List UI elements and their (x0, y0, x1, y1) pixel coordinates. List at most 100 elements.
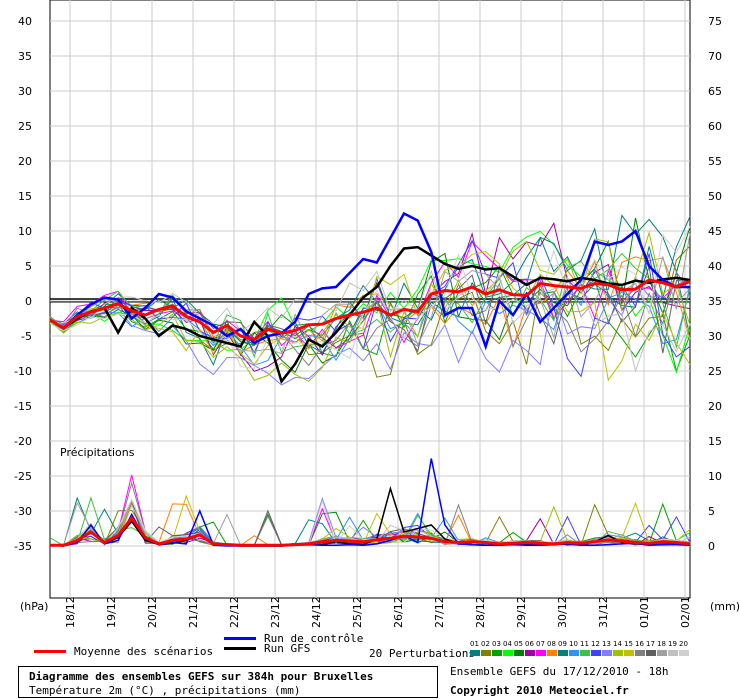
legend-perturbations-label: 20 Perturbations (369, 647, 475, 660)
left-tick-label: 30 (18, 85, 32, 98)
perturbation-number-04: 04 (503, 640, 512, 648)
left-tick-label: 25 (18, 120, 32, 133)
left-tick-label: -30 (14, 505, 32, 518)
right-tick-label: 20 (708, 400, 722, 413)
perturbation-swatch-14 (613, 650, 623, 656)
left-tick-label: -20 (14, 435, 32, 448)
legend-gfs-swatch (224, 647, 256, 650)
chart-info-box: Diagramme des ensembles GEFS sur 384h po… (18, 666, 438, 698)
perturbation-swatch-10 (569, 650, 579, 656)
temp-series-line (49, 245, 691, 385)
right-tick-label: 75 (708, 15, 722, 28)
left-tick-label: 40 (18, 15, 32, 28)
left-tick-label: 5 (25, 260, 32, 273)
x-tick-label: 26/12 (392, 596, 405, 628)
left-tick-label: -10 (14, 365, 32, 378)
left-tick-label: 35 (18, 50, 32, 63)
x-tick-label: 30/12 (556, 596, 569, 628)
x-tick-label: 21/12 (187, 596, 200, 628)
perturbation-swatch-19 (668, 650, 678, 656)
perturbation-number-20: 20 (679, 640, 688, 648)
right-tick-label: 40 (708, 260, 722, 273)
temp-member-14-line (49, 230, 691, 382)
x-tick-label: 22/12 (228, 596, 241, 628)
right-tick-label: 10 (708, 470, 722, 483)
right-tick-label: 45 (708, 225, 722, 238)
perturbation-swatch-17 (646, 650, 656, 656)
x-tick-label: 31/12 (597, 596, 610, 628)
perturbation-number-02: 02 (481, 640, 490, 648)
left-tick-label: -35 (14, 540, 32, 553)
x-tick-label: 18/12 (64, 596, 77, 628)
temp-member-19-line (49, 269, 691, 373)
perturbation-number-11: 11 (580, 640, 589, 648)
perturbation-number-09: 09 (558, 640, 567, 648)
x-tick-label: 20/12 (146, 596, 159, 628)
perturbation-swatch-15 (624, 650, 634, 656)
perturbation-number-19: 19 (668, 640, 677, 648)
perturbation-number-01: 01 (470, 640, 479, 648)
right-tick-label: 30 (708, 330, 722, 343)
right-tick-label: 25 (708, 365, 722, 378)
perturbation-number-16: 16 (635, 640, 644, 648)
left-tick-label: 15 (18, 190, 32, 203)
perturbation-swatch-09 (558, 650, 568, 656)
chart-subtitle: Température 2m (°C) , précipitations (mm… (29, 684, 301, 697)
perturbation-number-13: 13 (602, 640, 611, 648)
perturbation-number-12: 12 (591, 640, 600, 648)
left-tick-label: -5 (21, 330, 32, 343)
perturbation-swatch-20 (679, 650, 689, 656)
right-axis-unit: (mm) (710, 600, 740, 613)
perturbation-number-10: 10 (569, 640, 578, 648)
x-tick-label: 23/12 (269, 596, 282, 628)
precip-series-line (50, 515, 691, 547)
x-tick-label: 19/12 (105, 596, 118, 628)
temp-member-20-line (49, 226, 691, 369)
run-info: Ensemble GEFS du 17/12/2010 - 18h (450, 665, 669, 678)
perturbation-swatch-05 (514, 650, 524, 656)
left-axis-unit: (hPa) (20, 600, 48, 613)
x-tick-label: 24/12 (310, 596, 323, 628)
perturbation-number-15: 15 (624, 640, 633, 648)
legend-mean-label: Moyenne des scénarios (74, 645, 214, 658)
left-tick-label: 10 (18, 225, 32, 238)
temp-member-12-line (49, 239, 691, 378)
temp-member-09-line (49, 216, 691, 354)
perturbation-swatch-18 (657, 650, 667, 656)
temp-series-line (49, 211, 690, 351)
x-tick-label: 29/12 (515, 596, 528, 628)
perturbation-number-06: 06 (525, 640, 534, 648)
x-tick-label: 02/01 (679, 596, 692, 628)
chart-title: Diagramme des ensembles GEFS sur 384h po… (29, 670, 374, 683)
temp-member-07-line (49, 240, 691, 349)
left-tick-label: 0 (25, 295, 32, 308)
precipitation-label: Précipitations (60, 446, 135, 459)
perturbation-swatch-03 (492, 650, 502, 656)
perturbation-swatch-07 (536, 650, 546, 656)
right-tick-label: 70 (708, 50, 722, 63)
left-tick-label: 20 (18, 155, 32, 168)
legend-control-swatch (224, 637, 256, 640)
right-tick-label: 55 (708, 155, 722, 168)
perturbation-number-07: 07 (536, 640, 545, 648)
perturbation-number-18: 18 (657, 640, 666, 648)
perturbation-number-03: 03 (492, 640, 501, 648)
right-tick-label: 5 (708, 505, 715, 518)
perturbation-number-08: 08 (547, 640, 556, 648)
temp-member-16-line (49, 271, 691, 367)
x-tick-label: 25/12 (351, 596, 364, 628)
perturbation-swatch-01 (470, 650, 480, 656)
right-tick-label: 60 (708, 120, 722, 133)
left-tick-label: -15 (14, 400, 32, 413)
legend-control-label: Run de contrôle (264, 632, 364, 645)
right-tick-label: 65 (708, 85, 722, 98)
left-tick-label: -25 (14, 470, 32, 483)
perturbation-swatch-02 (481, 650, 491, 656)
perturbation-swatch-11 (580, 650, 590, 656)
x-tick-label: 28/12 (474, 596, 487, 628)
right-tick-label: 35 (708, 295, 722, 308)
temp-series-line (49, 278, 691, 342)
perturbation-number-05: 05 (514, 640, 523, 648)
legend-gfs-label: Run GFS (264, 642, 311, 655)
